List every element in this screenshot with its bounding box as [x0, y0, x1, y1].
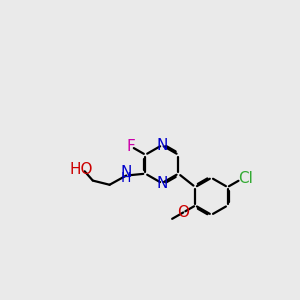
- Text: F: F: [127, 139, 136, 154]
- Text: N: N: [156, 138, 168, 153]
- Text: H: H: [121, 171, 131, 185]
- Text: N: N: [121, 165, 132, 180]
- Text: N: N: [156, 176, 168, 190]
- Text: HO: HO: [70, 162, 93, 177]
- Text: O: O: [177, 205, 189, 220]
- Text: Cl: Cl: [238, 171, 253, 186]
